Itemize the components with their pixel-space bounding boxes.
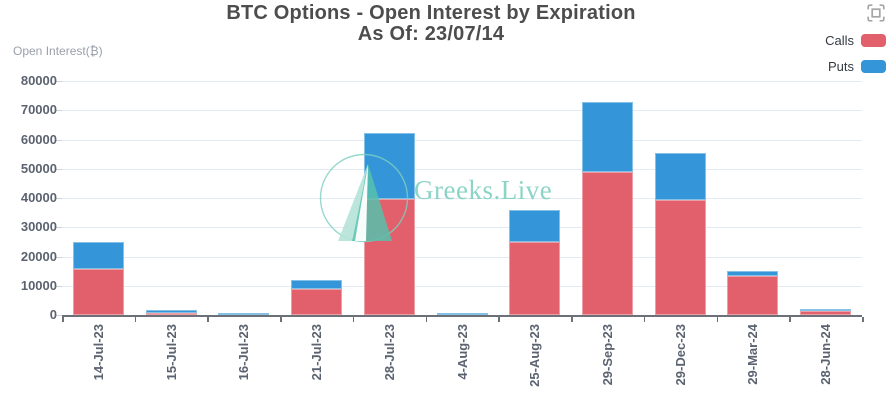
calls-bar-segment[interactable] — [145, 313, 197, 316]
gridline — [62, 227, 862, 229]
x-axis-tick — [134, 317, 137, 322]
y-axis-tick — [56, 198, 62, 199]
gridline — [62, 110, 862, 112]
calls-bar-segment[interactable] — [509, 242, 561, 315]
x-axis-tick — [207, 317, 209, 322]
puts-bar-segment[interactable] — [581, 101, 633, 172]
gridline — [62, 198, 862, 199]
calls-bar-segment[interactable] — [654, 199, 706, 315]
y-axis-tick-label: 80000 — [20, 73, 57, 88]
puts-bar-segment[interactable] — [654, 153, 706, 200]
legend: Calls Puts — [825, 33, 886, 74]
y-axis-tick-label: 70000 — [20, 102, 57, 118]
x-axis-category-label: 25-Aug-23 — [527, 324, 543, 387]
x-axis-tick — [862, 317, 864, 322]
x-axis-tick — [643, 317, 646, 322]
x-axis-category-label: 14-Jul-23 — [90, 324, 106, 381]
gridline — [62, 81, 862, 82]
y-axis-tick-label: 20000 — [20, 248, 57, 264]
y-axis-tick — [56, 315, 62, 316]
save-as-image-button[interactable] — [867, 4, 885, 22]
y-axis-tick-label: 40000 — [20, 190, 57, 205]
legend-item-calls[interactable]: Calls — [825, 33, 886, 48]
x-axis-tick — [498, 317, 500, 322]
calls-bar-segment[interactable] — [727, 276, 779, 315]
x-axis-category-label: 28-Jul-23 — [381, 324, 397, 381]
x-axis-tick — [571, 317, 573, 322]
y-axis-tick-label: 50000 — [20, 160, 57, 176]
y-axis-tick-label: 60000 — [20, 131, 57, 147]
legend-label-calls: Calls — [825, 33, 854, 48]
x-axis-tick — [789, 317, 791, 322]
puts-bar-segment[interactable] — [727, 271, 779, 277]
viewfinder-icon — [867, 4, 885, 22]
puts-bar-segment[interactable] — [800, 308, 852, 312]
x-axis-category-label: 21-Jul-23 — [309, 324, 325, 381]
calls-swatch-icon — [861, 34, 886, 47]
y-axis-tick — [56, 256, 62, 258]
x-axis-category-label: 29-Dec-23 — [672, 324, 688, 386]
chart-title: BTC Options - Open Interest by Expiratio… — [226, 2, 636, 24]
y-axis-tick — [56, 227, 62, 229]
gridline — [62, 139, 862, 141]
x-axis-category-label: 29-Sep-23 — [599, 324, 615, 386]
y-axis-tick — [56, 81, 62, 82]
legend-label-puts: Puts — [827, 59, 854, 74]
gridline — [62, 256, 862, 258]
x-axis-tick — [425, 317, 428, 322]
chart-title-block: BTC Options - Open Interest by Expiratio… — [0, 3, 862, 45]
puts-bar-segment[interactable] — [72, 242, 124, 270]
calls-bar-segment[interactable] — [800, 311, 852, 315]
puts-bar-segment[interactable] — [218, 313, 270, 316]
y-axis-tick — [56, 139, 62, 141]
gridline — [62, 168, 862, 170]
calls-bar-segment[interactable] — [72, 269, 124, 315]
puts-bar-segment[interactable] — [363, 132, 415, 199]
y-axis-tick — [56, 168, 62, 170]
x-axis-tick — [280, 317, 282, 322]
x-axis-category-label: 29-Mar-24 — [745, 324, 761, 385]
x-axis-category-label: 4-Aug-23 — [454, 324, 470, 380]
calls-bar-segment[interactable] — [363, 198, 415, 315]
x-axis-tick — [62, 317, 64, 322]
puts-bar-segment[interactable] — [509, 210, 561, 243]
calls-bar-segment[interactable] — [291, 289, 343, 315]
x-axis-category-label: 28-Jun-24 — [818, 324, 834, 385]
y-axis-tick-label: 30000 — [20, 219, 57, 235]
puts-bar-segment[interactable] — [145, 310, 197, 314]
y-axis-title: Open Interest(₿) — [13, 44, 103, 58]
calls-bar-segment[interactable] — [581, 171, 633, 315]
puts-bar-segment[interactable] — [436, 312, 488, 315]
puts-swatch-icon — [861, 60, 886, 73]
x-axis-tick — [352, 317, 355, 322]
puts-bar-segment[interactable] — [291, 279, 343, 290]
y-axis-tick-label: 10000 — [20, 277, 57, 293]
x-axis-tick — [716, 317, 719, 322]
y-axis-tick-label: 0 — [49, 307, 57, 322]
y-axis-tick — [56, 110, 62, 112]
chart-subtitle: As Of: 23/07/14 — [357, 23, 505, 45]
x-axis-category-label: 16-Jul-23 — [236, 324, 252, 381]
x-axis-line — [62, 315, 862, 317]
x-axis-category-label: 15-Jul-23 — [163, 324, 179, 381]
y-axis-tick — [56, 285, 62, 287]
gridline — [62, 285, 862, 287]
legend-item-puts[interactable]: Puts — [828, 59, 886, 74]
